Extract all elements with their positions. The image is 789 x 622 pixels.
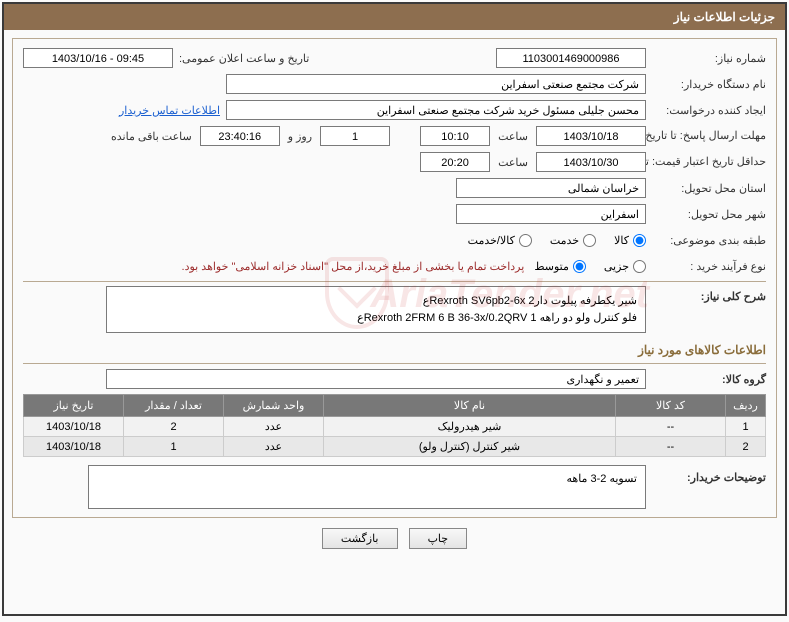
category-radio-group: کالا خدمت کالا/خدمت <box>468 234 646 247</box>
divider-1 <box>23 281 766 282</box>
table-header-row: ردیف کد کالا نام کالا واحد شمارش تعداد /… <box>24 395 766 417</box>
price-valid-date-field: 1403/10/30 <box>536 152 646 172</box>
days-count-field: 1 <box>320 126 390 146</box>
table-cell: شیر کنترل (کنترل ولو) <box>324 437 616 457</box>
table-cell: عدد <box>224 437 324 457</box>
price-valid-label: حداقل تاریخ اعتبار قیمت: تا تاریخ: <box>646 155 766 169</box>
reply-time-field: 10:10 <box>420 126 490 146</box>
print-button[interactable]: چاپ <box>409 528 468 549</box>
table-row: 2--شیر کنترل (کنترل ولو)عدد11403/10/18 <box>24 437 766 457</box>
radio-khedmat-label: خدمت <box>550 234 579 247</box>
table-cell: 1403/10/18 <box>24 437 124 457</box>
buyer-notes-box: تسویه 2-3 ماهه <box>88 465 646 509</box>
days-and-label: روز و <box>280 130 320 143</box>
desc-line-1: شیر یکطرفه پیلوت دارRexroth SV6pb2-6x 2ع <box>115 293 637 310</box>
radio-kala[interactable]: کالا <box>614 234 646 247</box>
buyer-org-field: شرکت مجتمع صنعتی اسفراین <box>226 74 646 94</box>
time-label-1: ساعت <box>490 130 536 143</box>
requester-label: ایجاد کننده درخواست: <box>646 104 766 117</box>
table-cell: 1403/10/18 <box>24 417 124 437</box>
province-field: خراسان شمالی <box>456 178 646 198</box>
th-row: ردیف <box>726 395 766 417</box>
radio-minor-label: جزیی <box>604 260 629 273</box>
city-field: اسفراین <box>456 204 646 224</box>
announce-field: 1403/10/16 - 09:45 <box>23 48 173 68</box>
table-cell: 1 <box>726 417 766 437</box>
group-field: تعمیر و نگهداری <box>106 369 646 389</box>
details-panel: شماره نیاز: 1103001469000986 تاریخ و ساع… <box>12 38 777 518</box>
radio-medium-input[interactable] <box>573 260 586 273</box>
buyer-org-label: نام دستگاه خریدار: <box>646 78 766 91</box>
radio-medium-label: متوسط <box>534 260 569 273</box>
province-label: استان محل تحویل: <box>646 182 766 195</box>
buyer-notes-label: توضیحات خریدار: <box>646 465 766 484</box>
countdown-field: 23:40:16 <box>200 126 280 146</box>
th-unit: واحد شمارش <box>224 395 324 417</box>
announce-label: تاریخ و ساعت اعلان عمومی: <box>173 52 309 65</box>
table-cell: 1 <box>124 437 224 457</box>
radio-kala-label: کالا <box>614 234 629 247</box>
remaining-label: ساعت باقی مانده <box>105 130 200 143</box>
contact-link[interactable]: اطلاعات تماس خریدار <box>119 104 220 117</box>
panel-title: جزئیات اطلاعات نیاز <box>4 4 785 30</box>
table-cell: 2 <box>726 437 766 457</box>
purchase-type-label: نوع فرآیند خرید : <box>646 260 766 273</box>
radio-khedmat[interactable]: خدمت <box>550 234 596 247</box>
payment-note: پرداخت تمام یا بخشی از مبلغ خرید،از محل … <box>182 260 525 273</box>
desc-line-2: فلو کنترل ولو دو راهه Rexroth 2FRM 6 B 3… <box>115 310 637 327</box>
radio-khedmat-input[interactable] <box>583 234 596 247</box>
time-label-2: ساعت <box>490 156 536 169</box>
radio-both-input[interactable] <box>519 234 532 247</box>
radio-both-label: کالا/خدمت <box>468 234 515 247</box>
items-table: ردیف کد کالا نام کالا واحد شمارش تعداد /… <box>23 394 766 457</box>
category-label: طبقه بندی موضوعی: <box>646 234 766 247</box>
items-section-title: اطلاعات کالاهای مورد نیاز <box>23 343 766 357</box>
table-cell: -- <box>616 417 726 437</box>
th-qty: تعداد / مقدار <box>124 395 224 417</box>
price-valid-time-field: 20:20 <box>420 152 490 172</box>
general-desc-box: شیر یکطرفه پیلوت دارRexroth SV6pb2-6x 2ع… <box>106 286 646 333</box>
th-code: کد کالا <box>616 395 726 417</box>
purchase-radio-group: جزیی متوسط <box>534 260 646 273</box>
radio-minor-input[interactable] <box>633 260 646 273</box>
table-cell: -- <box>616 437 726 457</box>
divider-2 <box>23 363 766 364</box>
need-no-field: 1103001469000986 <box>496 48 646 68</box>
table-cell: شیر هیدرولیک <box>324 417 616 437</box>
group-label: گروه کالا: <box>646 373 766 386</box>
th-name: نام کالا <box>324 395 616 417</box>
radio-kala-input[interactable] <box>633 234 646 247</box>
reply-deadline-label: مهلت ارسال پاسخ: تا تاریخ: <box>646 129 766 143</box>
radio-both[interactable]: کالا/خدمت <box>468 234 532 247</box>
need-no-label: شماره نیاز: <box>646 52 766 65</box>
th-date: تاریخ نیاز <box>24 395 124 417</box>
reply-date-field: 1403/10/18 <box>536 126 646 146</box>
requester-field: محسن جلیلی مسئول خرید شرکت مجتمع صنعتی ا… <box>226 100 646 120</box>
back-button[interactable]: بازگشت <box>322 528 398 549</box>
radio-medium[interactable]: متوسط <box>534 260 586 273</box>
table-cell: عدد <box>224 417 324 437</box>
table-row: 1--شیر هیدرولیکعدد21403/10/18 <box>24 417 766 437</box>
radio-minor[interactable]: جزیی <box>604 260 646 273</box>
city-label: شهر محل تحویل: <box>646 208 766 221</box>
table-cell: 2 <box>124 417 224 437</box>
general-desc-label: شرح کلی نیاز: <box>646 286 766 303</box>
